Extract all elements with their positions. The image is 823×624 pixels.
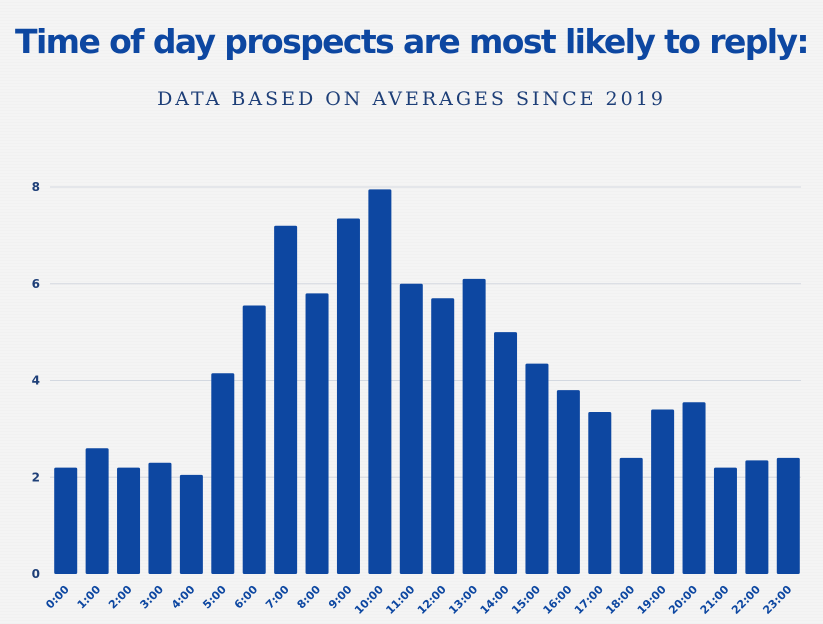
x-tick-label: 11:00 <box>383 583 417 617</box>
bar <box>431 298 455 574</box>
y-tick-label: 2 <box>32 470 40 484</box>
x-tick-label: 21:00 <box>698 583 732 617</box>
bar <box>54 467 78 574</box>
bar <box>399 283 423 574</box>
bars <box>54 189 800 574</box>
bar <box>274 225 298 574</box>
x-tick-label: 5:00 <box>200 583 229 612</box>
x-tick-label: 14:00 <box>478 583 512 617</box>
bar <box>368 189 392 574</box>
bar <box>336 218 360 574</box>
bar <box>179 474 203 574</box>
bar <box>776 457 800 574</box>
bar <box>148 462 172 574</box>
gridlines <box>50 186 801 478</box>
x-tick-label: 13:00 <box>446 583 480 617</box>
bar <box>745 460 769 574</box>
bar <box>651 409 675 574</box>
x-tick-label: 2:00 <box>106 583 135 612</box>
x-tick-label: 20:00 <box>666 583 700 617</box>
bar <box>462 278 486 574</box>
y-tick-label: 6 <box>32 277 40 291</box>
bar <box>588 411 612 574</box>
x-tick-label: 6:00 <box>232 583 261 612</box>
x-tick-label: 19:00 <box>635 583 669 617</box>
bar <box>556 390 580 574</box>
chart-title: Time of day prospects are most likely to… <box>15 22 810 61</box>
x-tick-label: 15:00 <box>509 583 543 617</box>
bar <box>242 305 266 574</box>
x-tick-label: 22:00 <box>729 583 763 617</box>
x-axis: 0:00 1:00 2:00 3:00 4:00 5:00 6:00 7:00 8:00 9:00… <box>43 583 794 617</box>
x-tick-label: 18:00 <box>603 583 637 617</box>
bar <box>85 448 109 574</box>
bar <box>305 293 329 574</box>
bar <box>713 467 737 574</box>
x-tick-label: 23:00 <box>760 583 794 617</box>
chart-subtitle: DATA BASED ON AVERAGES SINCE 2019 <box>157 88 666 110</box>
bar <box>682 402 706 574</box>
x-tick-label: 16:00 <box>541 583 575 617</box>
x-tick-label: 0:00 <box>43 583 72 612</box>
bar <box>525 363 549 574</box>
x-tick-label: 8:00 <box>295 583 324 612</box>
y-tick-label: 4 <box>32 374 40 388</box>
x-tick-label: 7:00 <box>263 583 292 612</box>
bar <box>619 457 643 574</box>
x-tick-label: 12:00 <box>415 583 449 617</box>
x-tick-label: 1:00 <box>75 583 104 612</box>
bar <box>117 467 141 574</box>
x-tick-label: 17:00 <box>572 583 606 617</box>
y-axis: 0 2 4 6 8 <box>32 180 40 581</box>
bar <box>211 373 235 574</box>
x-tick-label: 9:00 <box>326 583 355 612</box>
y-tick-label: 0 <box>32 567 40 581</box>
x-tick-label: 10:00 <box>352 583 386 617</box>
bar <box>494 332 518 574</box>
x-tick-label: 3:00 <box>138 583 167 612</box>
y-tick-label: 8 <box>32 180 40 194</box>
x-tick-label: 4:00 <box>169 583 198 612</box>
